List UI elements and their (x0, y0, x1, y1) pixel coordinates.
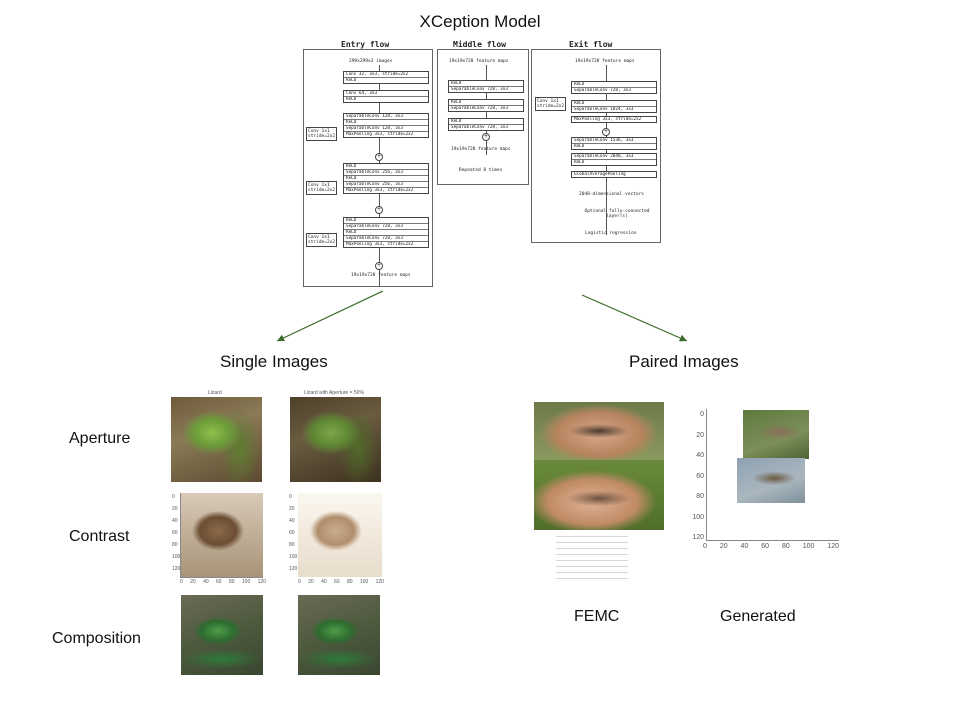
entry-block-1: Conv 32, 3x3, stride=2x2 ReLU (343, 71, 429, 84)
entry-block-5: ReLU SeparableConv 728, 3x3 ReLU Separable… (343, 217, 429, 248)
middle-block-1: ReLU SeparableConv 728, 3x3 (448, 80, 524, 93)
exit-block-4: SeparableConv 1536, 3x3 ReLU (571, 137, 657, 150)
middle-block-2: ReLU SeparableConv 728, 3x3 (448, 99, 524, 112)
generated-salamander-image (743, 410, 809, 459)
exit-block-2: ReLU SeparableConv 1024, 3x3 (571, 100, 657, 113)
middle-flow-title: Middle flow (453, 40, 506, 49)
exit-block-3: MaxPooling 3x3, stride=2x2 (571, 116, 657, 123)
generated-y-ticks: 0 20 40 60 80 100 120 (692, 411, 704, 541)
add-node: + (375, 153, 383, 161)
femc-handwritten-label-image (556, 531, 628, 583)
middle-output-label: 19x19x728 feature maps (451, 147, 511, 152)
thumb-title-lizard: Lizard (208, 390, 222, 396)
contrast-y-ticks: 0 20 40 60 80 100 120 (172, 494, 181, 572)
contrast-x-ticks-2: 0 20 40 60 80 100 120 (298, 579, 384, 585)
entry-input-label: 299x299x3 images (349, 59, 393, 64)
paired-images-heading: Paired Images (629, 352, 739, 371)
skip-conv-2: Conv 1x1 stride=2x2 (306, 181, 338, 195)
middle-input-label: 19x19x728 feature maps (449, 59, 509, 64)
add-node: + (602, 128, 610, 136)
contrast-y-ticks-2: 0 20 40 60 80 100 120 (289, 494, 298, 572)
snake-original-image (181, 595, 263, 675)
middle-flow-panel (437, 49, 529, 185)
toad-contrast-image (298, 493, 382, 577)
generated-axes (706, 409, 839, 541)
generated-x-ticks: 0 20 40 60 80 100 120 (703, 543, 839, 550)
exit-fc-label: Optional fully-connected layer(s) (584, 209, 650, 219)
exit-block-1: ReLU SeparableConv 728, 3x3 (571, 81, 657, 94)
row-label-aperture: Aperture (69, 430, 131, 447)
entry-block-2: Conv 64, 3x3 ReLU (343, 90, 429, 103)
thumb-title-lizard-aperture: Lizard with Aperture = 50% (304, 390, 364, 396)
middle-repeat-label: Repeated 8 times (459, 168, 503, 173)
middle-block-3: ReLU SeparableConv 728, 3x3 (448, 118, 524, 131)
arrow-to-single (276, 290, 384, 342)
entry-output-label: 19x19x728 feature maps (351, 273, 411, 278)
diagram-title: XCeption Model (419, 12, 541, 31)
femc-caption: FEMC (574, 608, 620, 625)
contrast-original-axes (180, 493, 263, 578)
snake-composition-image (298, 595, 380, 675)
exit-flow-title: Exit flow (569, 40, 613, 49)
arrow-to-paired (581, 294, 688, 342)
exit-block-5: SeparableConv 2048, 3x3 ReLU (571, 153, 657, 166)
add-node: + (375, 262, 383, 270)
femc-salamander-top-image (534, 402, 664, 460)
add-node: + (482, 133, 490, 141)
row-label-composition: Composition (52, 630, 141, 647)
skip-conv-3: Conv 1x1 stride=2x2 (306, 233, 338, 247)
generated-lizard-image (737, 458, 805, 503)
exit-block-6: GlobalAveragePooling (571, 171, 657, 178)
entry-block-3: SeparableConv 128, 3x3 ReLU SeparableConv… (343, 113, 429, 138)
exit-lr-label: Logistic regression (585, 231, 637, 236)
lizard-aperture-image (290, 397, 381, 482)
exit-input-label: 19x19x728 feature maps (575, 59, 635, 64)
skip-conv-1: Conv 1x1 stride=2x2 (306, 127, 338, 141)
add-node: + (375, 206, 383, 214)
femc-salamander-bottom-image (534, 460, 664, 530)
entry-block-4: ReLU SeparableConv 256, 3x3 ReLU Separable… (343, 163, 429, 194)
lizard-original-image (171, 397, 262, 482)
exit-vector-label: 2048-dimensional vectors (579, 192, 645, 197)
entry-flow-title: Entry flow (341, 40, 390, 49)
contrast-x-ticks: 0 20 40 60 80 100 120 (180, 579, 266, 585)
generated-caption: Generated (720, 608, 796, 625)
row-label-contrast: Contrast (69, 528, 130, 545)
single-images-heading: Single Images (220, 352, 328, 371)
exit-skip-conv: Conv 1x1 stride=2x2 (535, 97, 567, 111)
xception-architecture: Entry flow 299x299x3 images Conv 32, 3x3… (303, 37, 661, 287)
toad-original-image (181, 493, 263, 577)
